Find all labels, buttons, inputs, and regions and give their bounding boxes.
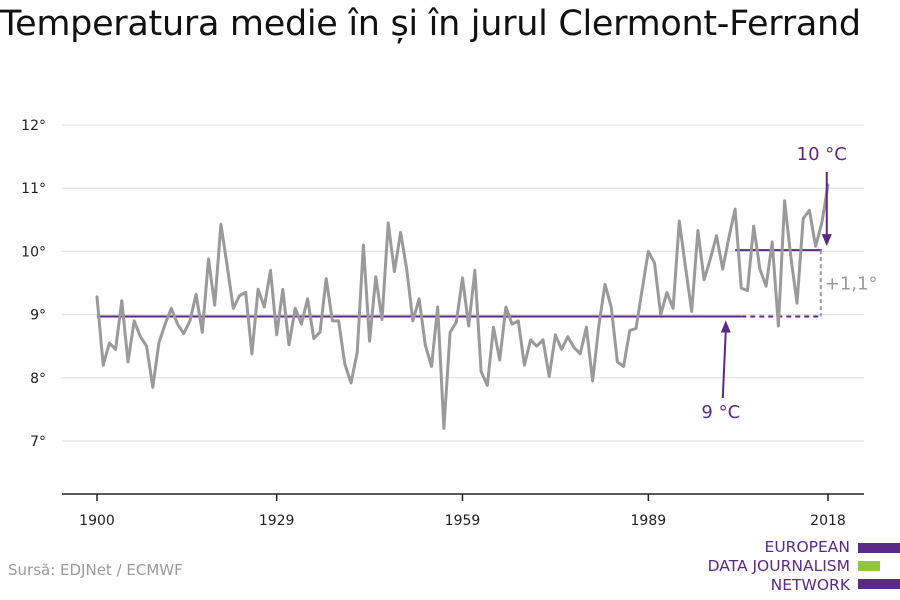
- logo-bar-green: [858, 561, 880, 571]
- source-note: Sursă: EDJNet / ECMWF: [8, 561, 183, 579]
- y-axis-labels: 7° 8° 9° 10° 11° 12°: [21, 118, 46, 450]
- difference-label: +1,1°: [825, 273, 878, 294]
- recent-arrowhead: [821, 234, 832, 247]
- logo-bar-purple-bottom: [858, 579, 900, 589]
- baseline-arrow: [721, 330, 727, 399]
- y-tick-label-11: 11°: [21, 181, 46, 197]
- annotations: 9 °C 10 °C +1,1°: [701, 144, 877, 423]
- y-tick-label-8: 8°: [30, 371, 46, 387]
- temperature-series-line: [95, 183, 830, 430]
- gridlines: [62, 124, 864, 442]
- x-tick-label-1929: 1929: [259, 513, 295, 529]
- x-tick-label-2018: 2018: [810, 513, 846, 529]
- y-tick-label-7: 7°: [30, 434, 46, 450]
- x-tick-label-1989: 1989: [631, 513, 667, 529]
- baseline-label: 9 °C: [701, 402, 740, 423]
- x-tick-label-1959: 1959: [445, 513, 481, 529]
- baseline-arrowhead: [720, 320, 731, 333]
- chart-title: Temperatura medie în și în jurul Clermon…: [0, 4, 861, 44]
- logo-line-3: NETWORK: [770, 576, 850, 594]
- x-axis-ticks: 1900 1929 1959 1989 2018: [79, 494, 846, 529]
- logo-line-2: DATA JOURNALISM: [707, 557, 850, 575]
- logo-bar-purple-top: [858, 543, 900, 553]
- recent-label: 10 °C: [797, 144, 847, 165]
- logo-line-1: EUROPEAN: [764, 538, 850, 556]
- y-tick-label-9: 9°: [30, 308, 46, 324]
- x-tick-label-1900: 1900: [79, 513, 115, 529]
- y-tick-label-10: 10°: [21, 244, 46, 260]
- y-tick-label-12: 12°: [21, 118, 46, 134]
- edjnet-logo: EUROPEAN DATA JOURNALISM NETWORK: [700, 537, 900, 597]
